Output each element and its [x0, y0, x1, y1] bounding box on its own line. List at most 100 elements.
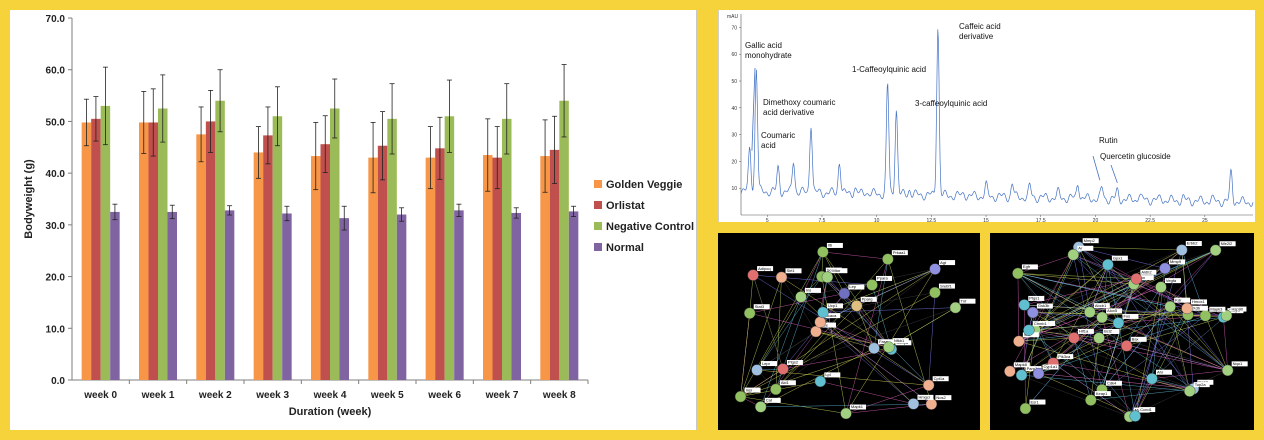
network-edge [753, 274, 873, 286]
bar [511, 212, 521, 380]
network-node-circle [1176, 244, 1188, 256]
network-node-label: Hif1a [1079, 329, 1089, 334]
x-tick-label: week 3 [255, 390, 289, 401]
network-edge [1017, 273, 1137, 280]
bar [368, 157, 378, 380]
x-tick-label: week 2 [198, 390, 232, 401]
network-node-label: Agt [940, 260, 947, 265]
network-node-label: Ccnd1 [1140, 407, 1152, 412]
network-edge [871, 284, 892, 350]
network-node: Akt1 [770, 380, 796, 396]
network-edge [1089, 250, 1216, 313]
network-node: Hif1a [1068, 329, 1094, 344]
network-node-circle [925, 398, 938, 410]
network-node: Acaca [814, 313, 841, 328]
network-node-label-bg [938, 283, 955, 289]
network-node: Top2a [1183, 382, 1210, 397]
network-edge [1032, 249, 1182, 313]
network-edge [800, 251, 824, 298]
network-node-label: Mmp9 [1170, 259, 1182, 264]
chrom-y-tick-label: 50 [731, 79, 737, 85]
network-node-label: Kdr [1175, 297, 1182, 302]
legend-label: Negative Control [606, 221, 694, 233]
network-edge [740, 277, 782, 397]
network-node-label-bg [939, 260, 956, 266]
bar [444, 116, 455, 380]
network-node: Ar [1067, 245, 1094, 261]
network-node-label-bg [1191, 299, 1208, 305]
chrom-annotation-text: Gallic acid [745, 41, 782, 50]
network-edge [1118, 322, 1228, 371]
network-node: Fasn [868, 339, 895, 354]
bar [263, 135, 273, 380]
network-node: Bax [1120, 337, 1147, 352]
network-node-circle [1181, 302, 1193, 315]
network-edge [1017, 273, 1103, 390]
y-tick-label: 20.0 [46, 273, 66, 284]
network-edge [1134, 287, 1162, 417]
network-node-circle [1120, 340, 1133, 352]
network-node: Tnf [949, 298, 976, 314]
network-node-label-bg [850, 404, 867, 410]
network-node-label: Nqo1 [1233, 361, 1243, 366]
network-node-label: Ctnnb1 [1034, 321, 1048, 326]
network-node: Stat3 [744, 304, 770, 319]
legend-label: Orlistat [606, 200, 645, 212]
bar [148, 122, 158, 380]
x-tick-label: week 1 [141, 390, 175, 401]
network-node-circle [1146, 373, 1158, 385]
network-node-label-bg [824, 313, 841, 319]
network-edge [1135, 314, 1189, 417]
network-node-circle [866, 279, 878, 291]
x-axis-title: Duration (week) [289, 406, 372, 418]
chrom-y-tick-label: 70 [731, 25, 737, 31]
network-node-circle [1019, 402, 1032, 415]
network-edge [1032, 312, 1054, 364]
chrom-x-tick-label: 25 [1202, 218, 1208, 222]
network-node-label-bg [1155, 369, 1172, 375]
network-node-label-bg [932, 376, 949, 382]
network-node: Nqo1 [1221, 361, 1248, 377]
bar [377, 145, 388, 380]
network-node-label-bg [848, 284, 865, 290]
network-node-label-bg [1082, 238, 1099, 244]
network-node-label: Egfr [1023, 264, 1031, 269]
network-node-label: Ucp1 [828, 303, 838, 308]
network-node-label: Lep [849, 284, 856, 289]
network-node-label-bg [959, 298, 976, 304]
network-node: Hsp90 [1220, 306, 1247, 322]
network-node-label: Srebf1 [940, 283, 953, 288]
chrom-annotation-text: Coumaric [761, 131, 795, 140]
network-node: Egfr [1012, 264, 1038, 280]
network-node: Bcl2 [1093, 329, 1120, 344]
network-node-circle [1102, 258, 1114, 271]
network-node-label: Top2a [1195, 382, 1207, 387]
network-node-label-bg [1137, 275, 1154, 281]
bar [502, 118, 512, 380]
protein-network-1: Nos2Stat3AgtAcePparaCatSod1LepLeprInsIns… [734, 243, 976, 420]
network-node-label-bg [1174, 297, 1191, 303]
y-tick-label: 30.0 [46, 221, 66, 232]
network-node-label-bg [831, 268, 848, 274]
network-node-label-bg [1193, 382, 1210, 388]
chrom-axis-unit: mAU [727, 14, 739, 20]
network-node-circle [770, 383, 782, 396]
network-node: Il6 [817, 243, 843, 258]
network-node: Fos [1112, 314, 1139, 329]
chrom-y-tick-label: 40 [731, 106, 737, 112]
network-node-label-bg [1164, 278, 1181, 284]
legend-swatch [594, 243, 602, 251]
y-axis-title: Bodyweight (g) [23, 159, 35, 239]
network-node: Mapk3 [1199, 306, 1226, 322]
network-edge [740, 313, 750, 397]
network-node-label-bg [1168, 259, 1185, 265]
network-node-circle [929, 286, 941, 299]
chrom-annotation: Quercetin glucoside [1100, 152, 1171, 161]
y-tick-label: 60.0 [46, 66, 66, 77]
network-edge [1118, 308, 1188, 324]
network-node-circle [814, 375, 827, 388]
network-node-label-bg [744, 387, 761, 393]
network-edge [821, 276, 929, 386]
network-edge [1160, 286, 1228, 371]
network-edge [822, 251, 888, 260]
